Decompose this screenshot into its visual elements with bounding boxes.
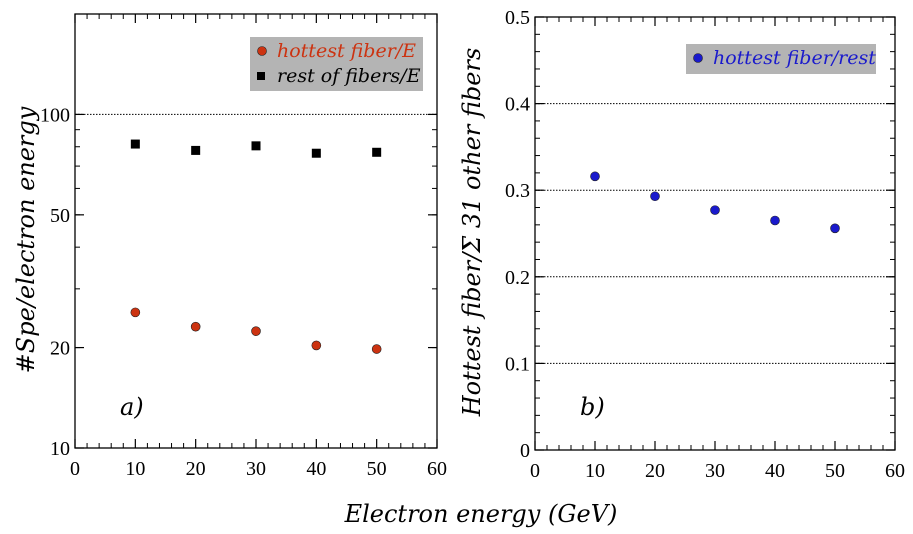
x-tick-label: 60: [427, 458, 447, 480]
legend-marker: [257, 46, 267, 56]
x-tick-label: 20: [186, 458, 206, 480]
data-point: [830, 223, 840, 234]
data-point: [710, 205, 720, 215]
x-tick-label: 10: [585, 460, 605, 482]
y-tick-label: 10: [50, 438, 70, 460]
y-tick-label: 0.1: [505, 353, 530, 375]
legend-marker: [257, 72, 265, 80]
data-point: [590, 171, 600, 182]
panel-label: b): [580, 393, 605, 421]
data-point: [191, 145, 201, 155]
legend-box: [686, 44, 876, 74]
y-tick-label: 0.5: [505, 7, 530, 29]
x-tick-label: 30: [705, 460, 725, 482]
panel-b: 0 10 20 30 40 50 60 0 0.1 0.2 0.3 0.4 0.5 Hottest fib…: [458, 7, 905, 482]
x-tick-label: 30: [246, 458, 266, 480]
x-tick-label: 20: [645, 460, 665, 482]
y-tick-label: 0.4: [505, 94, 530, 116]
data-point: [650, 191, 660, 202]
x-tick-label: 0: [70, 458, 80, 480]
x-axis-title: Electron energy (GeV): [344, 500, 618, 528]
y-tick-label: 0.2: [505, 267, 530, 289]
x-tick-label: 40: [765, 460, 785, 482]
data-point: [770, 215, 780, 226]
x-tick-label: 50: [825, 460, 845, 482]
data-point: [130, 139, 140, 149]
data-point: [311, 148, 321, 158]
y-tick-label: 20: [50, 338, 70, 360]
data-point: [371, 344, 382, 354]
x-tick-label: 10: [125, 458, 145, 480]
data-point: [372, 147, 382, 157]
data-point: [130, 307, 141, 318]
legend-label: rest of fibers/E: [277, 65, 421, 87]
y-axis-title: #Spe/electron energy: [12, 106, 40, 373]
legend-label: hottest fiber/E: [277, 40, 416, 62]
y-tick-label: 0.3: [505, 180, 530, 202]
data-point: [251, 141, 261, 151]
y-tick-label: 100: [40, 104, 70, 126]
plot-frame: [534, 16, 896, 451]
legend-label: hottest fiber/rest: [713, 47, 876, 69]
y-axis-title: Hottest fiber/Σ 31 other fibers: [458, 48, 486, 418]
data-point: [251, 326, 261, 336]
data-point: [190, 321, 201, 332]
x-tick-label: 60: [885, 460, 905, 482]
legend-box: [250, 37, 423, 91]
x-tick-label: 50: [367, 458, 387, 480]
panel-label: a): [120, 393, 144, 421]
y-tick-label: 50: [50, 205, 70, 227]
legend-marker: [693, 53, 703, 63]
y-tick-label: 0: [520, 440, 530, 462]
x-tick-label: 40: [306, 458, 326, 480]
x-tick-label: 0: [530, 460, 540, 482]
data-point: [311, 340, 322, 351]
